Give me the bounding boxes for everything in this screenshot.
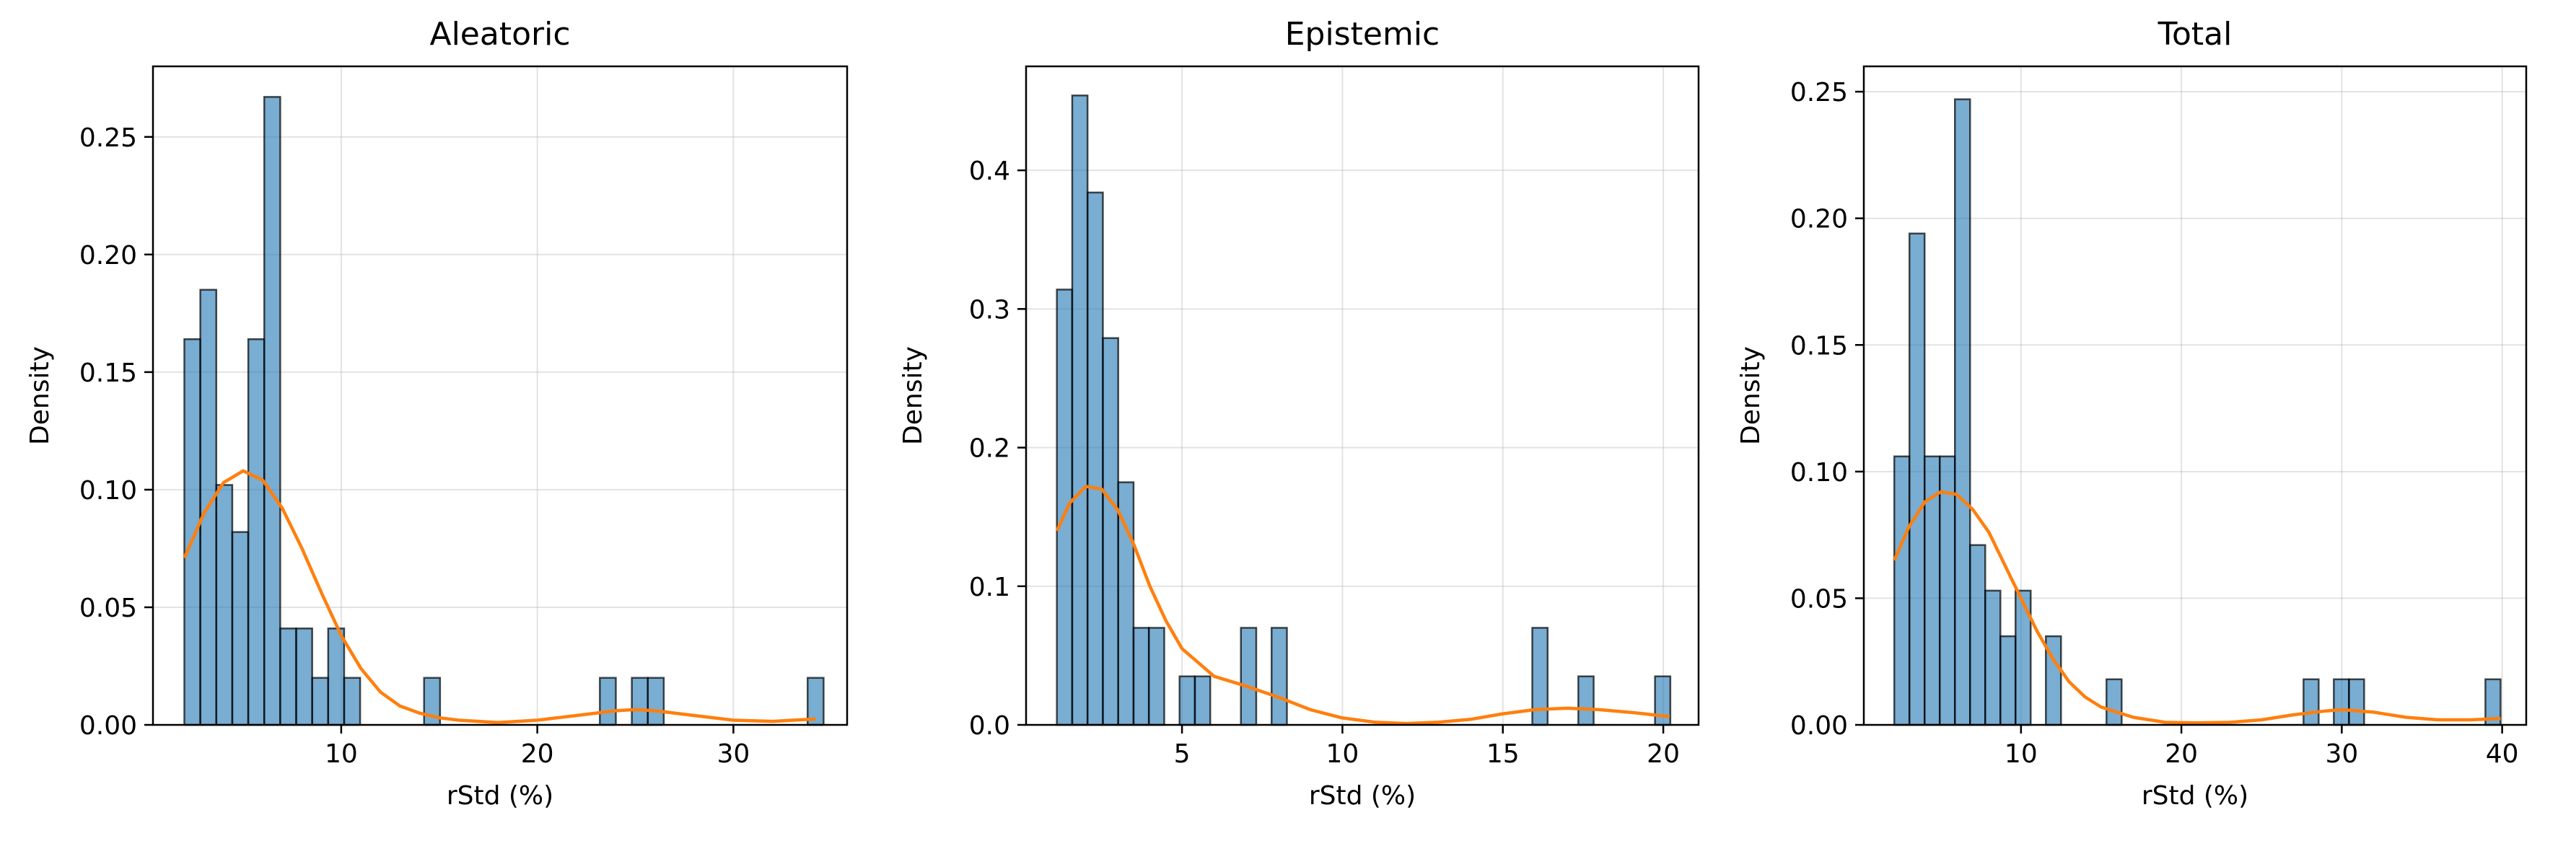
y-tick-label: 0.0 xyxy=(969,711,1010,741)
histogram-bar xyxy=(1908,232,1926,726)
histogram-bar xyxy=(263,96,281,726)
y-tick-label: 0.2 xyxy=(969,434,1010,464)
y-axis-label: Density xyxy=(898,346,928,445)
x-tick-label: 30 xyxy=(717,739,750,769)
histogram-bar xyxy=(1193,675,1212,726)
histogram-bar xyxy=(2303,678,2320,726)
histogram-bar xyxy=(1969,544,1986,726)
x-tick-label: 10 xyxy=(1326,739,1359,769)
x-tick-label: 10 xyxy=(2005,739,2038,769)
y-tick-label: 0.15 xyxy=(1790,331,1848,361)
y-tick-label: 0.20 xyxy=(79,241,137,270)
histogram-bar xyxy=(1132,627,1150,726)
histogram-bar xyxy=(1271,627,1288,726)
y-tick-label: 0.25 xyxy=(79,123,137,153)
axes-frame xyxy=(1025,65,1700,726)
histogram-bar xyxy=(631,677,649,726)
y-axis-label: Density xyxy=(1736,346,1766,445)
kde-curve xyxy=(1893,490,2501,725)
x-axis-label: rStd (%) xyxy=(447,781,553,811)
y-tick-label: 0.15 xyxy=(79,358,137,388)
y-tick-label: 0.00 xyxy=(79,711,137,741)
y-tick-label: 0.4 xyxy=(969,157,1010,186)
histogram-bar xyxy=(599,677,617,726)
x-tick-label: 10 xyxy=(325,739,358,769)
histogram-bar xyxy=(247,338,266,726)
histogram-bar xyxy=(1102,337,1119,726)
x-tick-label: 40 xyxy=(2486,739,2519,769)
histogram-bar xyxy=(343,677,362,726)
y-tick-label: 0.3 xyxy=(969,295,1010,325)
kde-curve xyxy=(1055,485,1670,726)
x-tick-label: 20 xyxy=(1647,739,1680,769)
chart-title: Total xyxy=(2157,16,2233,53)
histogram-bar xyxy=(1893,455,1911,726)
x-tick-label: 5 xyxy=(1174,739,1191,769)
panel-epistemic: 5 10 15 20 0.0 0.1 0.2 0.3 0.4 Epistemic rStd (%) D… xyxy=(898,16,1700,811)
histogram-bar xyxy=(2333,678,2350,726)
chart-title: Epistemic xyxy=(1285,16,1440,53)
y-tick-label: 0.05 xyxy=(79,594,137,623)
histogram-bar xyxy=(1086,191,1104,726)
x-axis-label: rStd (%) xyxy=(2142,781,2248,811)
histogram-bar xyxy=(1999,635,2017,726)
histogram-bar xyxy=(2348,678,2365,726)
panel-aleatoric: 10 20 30 0.00 0.05 0.10 0.15 0.20 0.25 Aleatoric r… xyxy=(25,16,849,811)
y-tick-label: 0.20 xyxy=(1790,205,1848,234)
histogram-bar xyxy=(1954,98,1971,726)
histogram-bar xyxy=(1240,627,1258,726)
histogram-bar xyxy=(647,677,665,726)
y-axis-label: Density xyxy=(25,346,55,445)
y-tick-label: 0.25 xyxy=(1790,78,1848,107)
y-tick-label: 0.10 xyxy=(1790,458,1848,488)
x-tick-label: 30 xyxy=(2325,739,2358,769)
kde-curve xyxy=(183,469,816,724)
histogram-bar xyxy=(311,677,330,726)
histogram-bar xyxy=(1178,675,1196,726)
x-tick-label: 20 xyxy=(2165,739,2198,769)
x-axis-label: rStd (%) xyxy=(1309,781,1416,811)
histogram-bar xyxy=(1577,675,1595,726)
histogram-bar xyxy=(2106,678,2123,726)
y-tick-label: 0.00 xyxy=(1790,711,1848,741)
chart-title: Aleatoric xyxy=(429,16,570,53)
histogram-bar xyxy=(215,484,234,726)
x-tick-label: 20 xyxy=(521,739,554,769)
x-tick-label: 15 xyxy=(1486,739,1520,769)
histogram-bar xyxy=(183,338,201,726)
panel-total: 10 20 30 40 0.00 0.05 0.10 0.15 0.20 0.25 Total rSt… xyxy=(1736,16,2528,811)
histogram-bar xyxy=(327,628,346,726)
y-tick-label: 0.1 xyxy=(969,573,1010,602)
y-tick-label: 0.10 xyxy=(79,476,137,506)
histogram-bar xyxy=(279,628,297,726)
axes-frame xyxy=(1862,65,2528,726)
histogram-bar xyxy=(1938,455,1956,726)
axes-frame xyxy=(152,65,849,726)
histogram-bar xyxy=(1071,94,1089,726)
y-tick-label: 0.05 xyxy=(1790,584,1848,614)
histogram-bar xyxy=(1056,289,1074,726)
histogram-bar xyxy=(231,531,250,726)
histogram-bar xyxy=(1984,589,2002,726)
histogram-bar xyxy=(1147,627,1165,726)
histogram-bar xyxy=(295,628,313,726)
